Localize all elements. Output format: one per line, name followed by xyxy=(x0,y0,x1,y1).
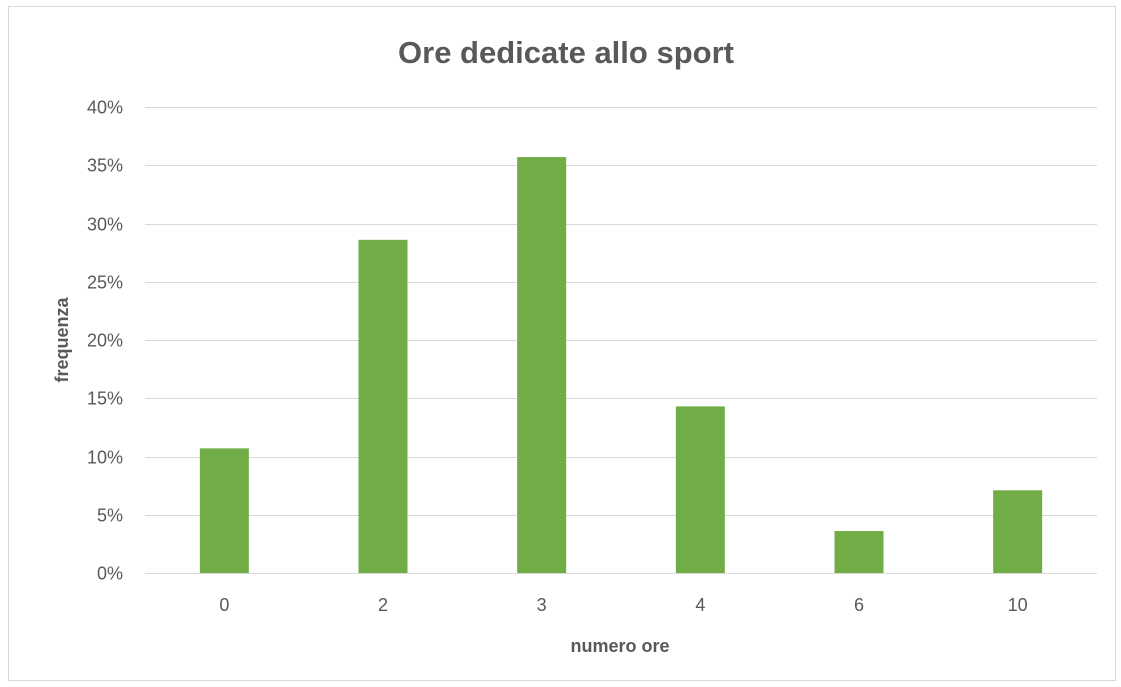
y-tick-label: 25% xyxy=(87,273,123,293)
x-tick-label: 6 xyxy=(854,595,864,615)
x-tick-label: 3 xyxy=(537,595,547,615)
bar xyxy=(834,531,884,573)
gridlines xyxy=(145,107,1097,516)
y-tick-label: 5% xyxy=(97,506,123,526)
y-axis-title: frequenza xyxy=(52,297,72,383)
bar xyxy=(199,448,249,573)
y-tick-label: 35% xyxy=(87,156,123,176)
x-axis-ticks: 0 2 3 4 6 10 xyxy=(219,595,1027,615)
y-tick-label: 10% xyxy=(87,448,123,468)
chart-title: Ore dedicate allo sport xyxy=(398,35,734,70)
bar xyxy=(358,239,408,573)
x-axis-title: numero ore xyxy=(570,636,669,656)
x-tick-label: 2 xyxy=(378,595,388,615)
y-tick-label: 20% xyxy=(87,331,123,351)
y-axis-ticks: 0% 5% 10% 15% 20% 25% 30% 35% 40% xyxy=(87,98,123,584)
y-tick-label: 40% xyxy=(87,98,123,118)
x-tick-label: 10 xyxy=(1008,595,1028,615)
bar xyxy=(993,490,1043,573)
bar xyxy=(517,157,567,573)
x-tick-label: 0 xyxy=(219,595,229,615)
y-tick-label: 15% xyxy=(87,389,123,409)
y-tick-label: 0% xyxy=(97,564,123,584)
y-tick-label: 30% xyxy=(87,215,123,235)
x-tick-label: 4 xyxy=(695,595,705,615)
bar xyxy=(675,406,725,573)
bars xyxy=(199,157,1043,573)
